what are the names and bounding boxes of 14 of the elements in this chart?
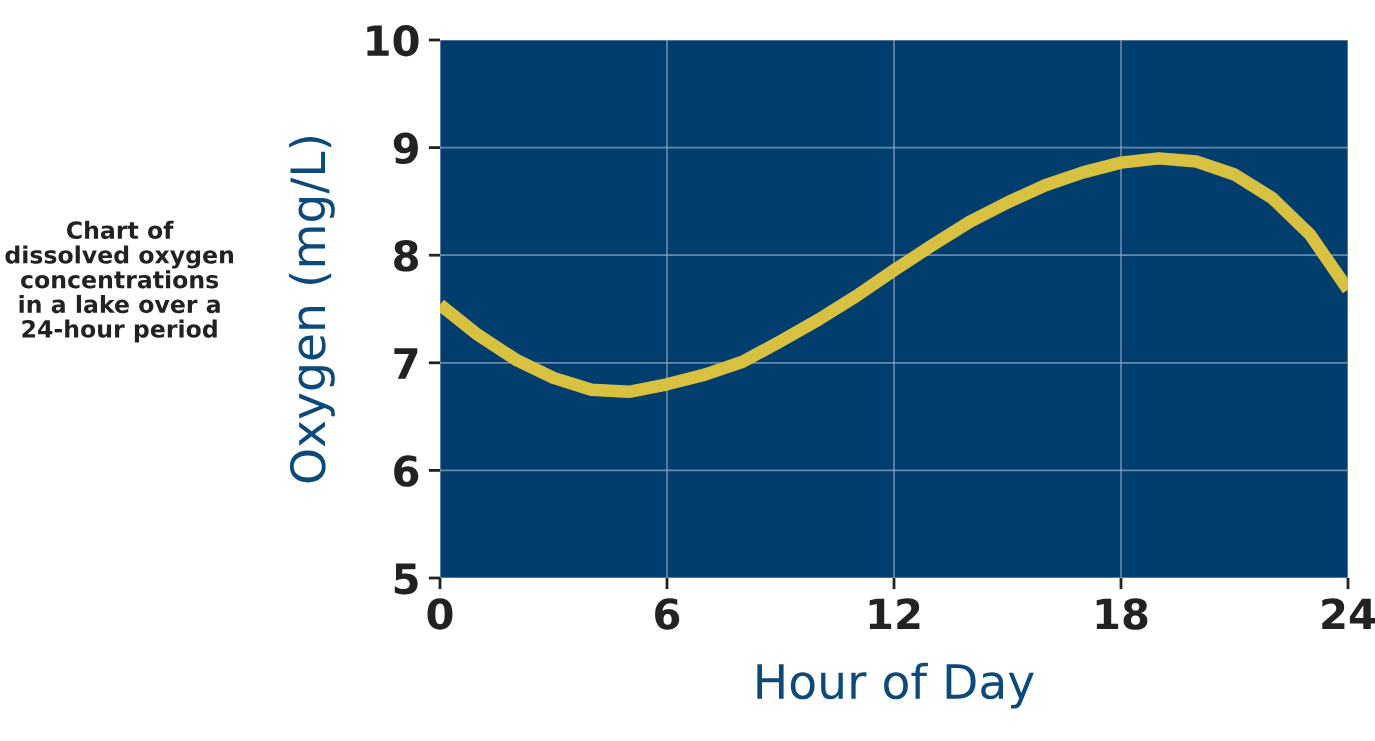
y-tick-label: 5: [394, 563, 418, 595]
x-tick-label: 0: [427, 598, 453, 630]
y-tick-label: 7: [394, 348, 418, 379]
x-tick-label: 12: [869, 598, 920, 630]
x-axis-title: Hour of Day: [757, 662, 1034, 709]
x-tick-label: 24: [1322, 598, 1375, 630]
y-axis-title: Oxygen (mg/L): [289, 137, 335, 483]
y-tick-label: 10: [367, 24, 419, 57]
y-tick-label: 6: [394, 455, 419, 487]
x-tick-label: 6: [655, 598, 680, 630]
y-tick-label: 9: [393, 132, 418, 165]
y-tick-label: 8: [394, 240, 418, 272]
text: Chart of dissolved oxygen concentrations in a lake over a 24-hour period: [5, 220, 234, 343]
x-tick-label: 18: [1096, 598, 1148, 630]
